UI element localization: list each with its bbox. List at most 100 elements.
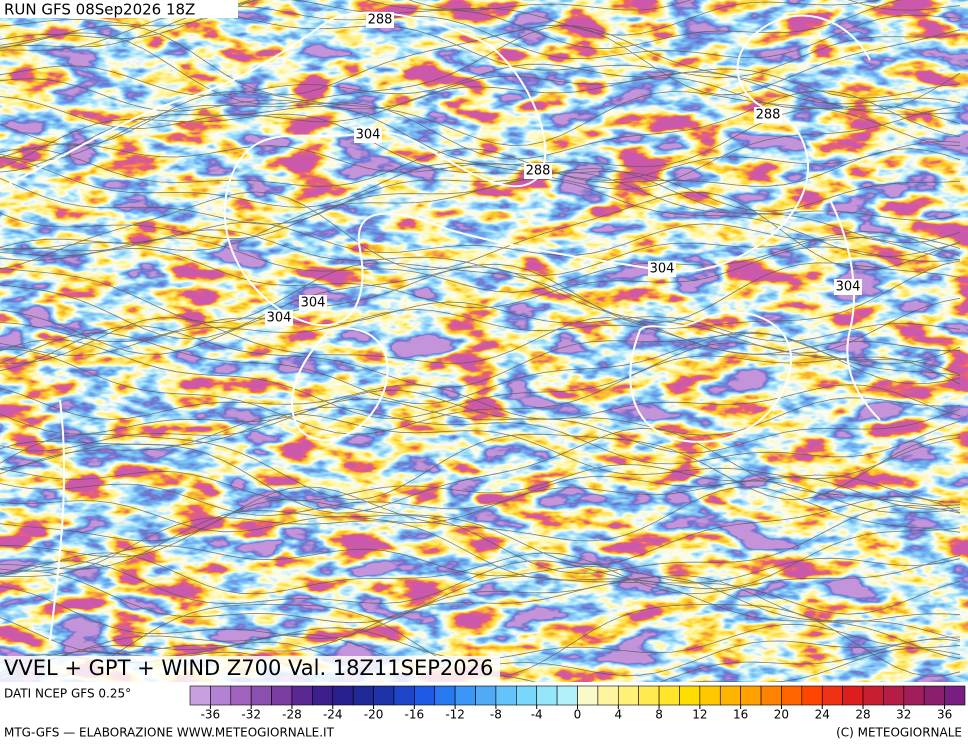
- colorbar-tick-label: -36: [201, 708, 221, 722]
- streamline: [0, 0, 960, 50]
- streamline: [0, 222, 961, 256]
- contour-label: 288: [756, 108, 781, 123]
- colorbar-swatch: [883, 685, 905, 706]
- colorbar-swatch: [352, 685, 374, 706]
- colorbar-swatch: [699, 685, 721, 706]
- colorbar-swatch: [781, 685, 803, 706]
- colorbar-tick-label: -8: [490, 708, 502, 722]
- colorbar-tick-label: 8: [655, 708, 663, 722]
- colorbar-swatch: [373, 685, 395, 706]
- colorbar-swatch: [230, 685, 252, 706]
- streamline: [0, 191, 961, 271]
- contour-label-box: [524, 163, 552, 179]
- streamline: [0, 348, 961, 435]
- streamline: [0, 90, 961, 161]
- streamline: [0, 77, 961, 129]
- contour-line: [829, 199, 881, 421]
- streamline: [0, 545, 961, 583]
- colorbar-swatch: [617, 685, 639, 706]
- contour-labels: 288 304 288 288 304 304 304 304: [265, 12, 862, 326]
- colorbar-swatch: [577, 685, 599, 706]
- colorbar-swatch: [597, 685, 619, 706]
- streamline: [0, 11, 961, 79]
- colorbar-swatch: [189, 685, 211, 706]
- streamline: [0, 6, 961, 60]
- streamline: [0, 480, 961, 533]
- run-label: RUN GFS 08Sep2026 18Z: [4, 1, 195, 19]
- streamline: [0, 413, 961, 480]
- contour-line: [629, 311, 793, 443]
- map: 288 304 288 288 304 304 304 304 RUN GFS 08Sep20…: [0, 0, 968, 682]
- contour-label: 304: [356, 128, 381, 143]
- streamline: [0, 398, 961, 454]
- streamline: [0, 71, 961, 112]
- streamline: [0, 25, 961, 111]
- streamline: [0, 495, 961, 566]
- colorbar-swatch: [291, 685, 313, 706]
- streamline: [0, 301, 961, 343]
- colorbar-tick-label: -16: [405, 708, 425, 722]
- colorbar-tick-label: 12: [692, 708, 707, 722]
- streamline: [0, 168, 961, 225]
- streamline: [0, 560, 961, 615]
- colorbar-swatch: [903, 685, 925, 706]
- colorbar-tick-label: -24: [323, 708, 343, 722]
- colorbar-swatch: [821, 685, 843, 706]
- streamline: [0, 504, 961, 574]
- colorbar-swatch: [658, 685, 680, 706]
- streamline: [0, 148, 961, 187]
- contour-label: 288: [368, 13, 393, 28]
- colorbar-swatch: [454, 685, 476, 706]
- colorbar-swatch: [760, 685, 782, 706]
- colorbar-tick-label: 24: [815, 708, 830, 722]
- contour-label-box: [265, 310, 293, 326]
- height-contours: [0, 11, 881, 641]
- colorbar-tick-label: 20: [774, 708, 789, 722]
- colorbar-swatch: [923, 685, 945, 706]
- colorbar-swatch: [475, 685, 497, 706]
- contour-label-box: [299, 295, 327, 311]
- colorbar-tick-label: -4: [531, 708, 543, 722]
- colorbar-swatch: [740, 685, 762, 706]
- streamline: [0, 309, 961, 356]
- colorbar-tick-label: -20: [364, 708, 384, 722]
- streamline: [0, 236, 961, 293]
- contour-label: 288: [526, 164, 551, 179]
- streamline: [0, 331, 961, 405]
- streamline: [0, 427, 961, 514]
- streamline: [0, 552, 961, 595]
- colorbar-swatch: [332, 685, 354, 706]
- streamline: [0, 178, 961, 257]
- colorbar-swatch: [862, 685, 884, 706]
- run-label-box: [0, 0, 238, 18]
- colorbar-swatch: [495, 685, 517, 706]
- colorbar-swatch: [312, 685, 334, 706]
- colorbar-tick-label: -32: [241, 708, 261, 722]
- streamline: [0, 63, 961, 99]
- streamline: [0, 581, 961, 659]
- streamline: [0, 156, 961, 212]
- colorbar-swatch: [210, 685, 232, 706]
- streamline: [0, 0, 882, 36]
- colorbar: -36 -32 -28 -24 -20 -16 -12 -8 -4 0 4 8 12 16 20 24 28 32…: [189, 685, 966, 722]
- contour-label-box: [366, 12, 394, 28]
- contour-label-box: [754, 107, 782, 123]
- colorbar-swatch: [842, 685, 864, 706]
- streamline: [0, 476, 961, 516]
- colorbar-swatch: [944, 685, 966, 706]
- colorbar-swatch: [516, 685, 538, 706]
- contour-label: 304: [650, 262, 675, 277]
- streamline: [0, 464, 961, 503]
- product-label-box: [0, 656, 500, 682]
- contour-line: [0, 11, 871, 327]
- colorbar-swatch: [719, 685, 741, 706]
- colorbar-swatch: [679, 685, 701, 706]
- streamline: [0, 325, 961, 388]
- streamline: [0, 246, 961, 309]
- streamline: [0, 389, 961, 436]
- colorbar-swatch: [556, 685, 578, 706]
- colorbar-tick-label: 0: [574, 708, 582, 722]
- contour-label: 304: [301, 296, 326, 311]
- streamline: [0, 384, 961, 420]
